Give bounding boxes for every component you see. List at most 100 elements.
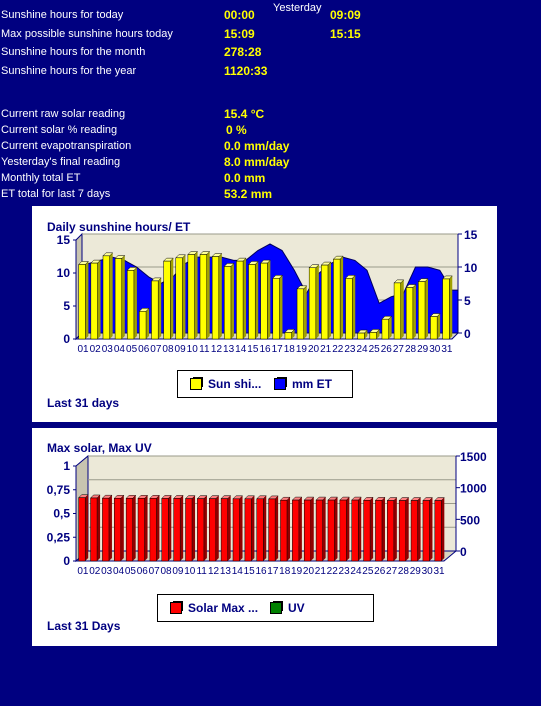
x-tick: 22 bbox=[327, 566, 339, 577]
solar-bar bbox=[161, 498, 169, 562]
reading-value: 0 % bbox=[226, 123, 247, 137]
x-tick: 28 bbox=[405, 344, 417, 355]
x-tick: 22 bbox=[332, 344, 344, 355]
x-tick: 11 bbox=[196, 566, 207, 577]
chart-title: Daily sunshine hours/ ET bbox=[47, 220, 191, 234]
solar-bar-side bbox=[156, 495, 160, 561]
sunshine-chart-panel: Daily sunshine hours/ ET 0 5 10 15 0 5 10 15 01 0… bbox=[32, 206, 497, 422]
solar-bar-side bbox=[346, 497, 350, 561]
sun-bar bbox=[430, 316, 438, 340]
legend-item-solar: Solar Max ... bbox=[170, 601, 258, 615]
sun-bar-side bbox=[352, 275, 356, 339]
solar-bar bbox=[410, 500, 418, 562]
sun-bar-side bbox=[267, 260, 271, 339]
sun-bar-side bbox=[109, 252, 113, 339]
stat-value: 1120:33 bbox=[224, 64, 268, 78]
solar-bar bbox=[197, 498, 205, 562]
x-tick: 23 bbox=[339, 566, 351, 577]
stat-label: Sunshine hours for today bbox=[1, 9, 124, 21]
solar-bar-side bbox=[405, 497, 409, 561]
chart-footer: Last 31 days bbox=[47, 396, 120, 410]
x-tick: 11 bbox=[199, 344, 210, 355]
x-tick: 14 bbox=[235, 344, 247, 355]
sun-bar bbox=[211, 256, 220, 340]
sun-bar bbox=[224, 266, 232, 340]
legend-item-et: mm ET bbox=[274, 377, 332, 391]
x-tick: 06 bbox=[138, 344, 150, 355]
legend-swatch-blue bbox=[274, 378, 286, 390]
solar-bar-side bbox=[263, 495, 267, 561]
x-tick: 10 bbox=[187, 344, 199, 355]
solar-bar-side bbox=[298, 497, 302, 561]
x-tick: 12 bbox=[208, 566, 220, 577]
x-tick: 24 bbox=[350, 566, 362, 577]
solar-bar bbox=[102, 497, 110, 562]
x-tick: 20 bbox=[303, 566, 315, 577]
solar-bar bbox=[375, 500, 383, 562]
solar-bar bbox=[244, 498, 252, 562]
solar-bar-side bbox=[381, 497, 385, 561]
reading-value: 15.4 °C bbox=[224, 107, 265, 121]
x-tick: 17 bbox=[272, 344, 284, 355]
x-tick: 17 bbox=[267, 566, 279, 577]
solar-bar-side bbox=[108, 495, 112, 561]
solar-bar-side bbox=[203, 495, 207, 561]
x-tick: 02 bbox=[90, 344, 102, 355]
sun-bar bbox=[236, 260, 244, 340]
y-left-tick: 0,75 bbox=[47, 483, 71, 497]
x-tick: 16 bbox=[255, 566, 267, 577]
x-tick: 10 bbox=[184, 566, 196, 577]
solar-bar bbox=[292, 499, 300, 562]
stat-value-yesterday: 09:09 bbox=[330, 8, 361, 22]
solar-bar bbox=[422, 500, 430, 562]
x-tick: 05 bbox=[125, 566, 137, 577]
stat-value: 15:09 bbox=[224, 27, 255, 41]
y-right-tick: 1500 bbox=[460, 450, 487, 464]
sun-bar-side bbox=[194, 251, 198, 339]
sun-bar bbox=[139, 311, 147, 340]
yesterday-label: Yesterday bbox=[273, 2, 322, 14]
x-tick: 05 bbox=[126, 344, 138, 355]
x-tick: 03 bbox=[102, 344, 114, 355]
sun-bar-side bbox=[412, 284, 416, 339]
x-tick: 01 bbox=[78, 344, 90, 355]
sun-bar-side bbox=[340, 256, 344, 339]
solar-bar-side bbox=[251, 495, 255, 561]
y-left-tick: 5 bbox=[63, 299, 70, 313]
reading-label: Yesterday's final reading bbox=[1, 156, 121, 168]
solar-bar bbox=[173, 498, 181, 562]
legend-item-uv: UV bbox=[270, 601, 305, 615]
x-tick: 14 bbox=[232, 566, 244, 577]
x-tick: 09 bbox=[175, 344, 187, 355]
y-left-tick: 0,25 bbox=[47, 530, 71, 544]
x-tick: 18 bbox=[284, 344, 296, 355]
x-tick: 15 bbox=[244, 566, 256, 577]
solar-bar bbox=[232, 498, 240, 562]
solar-bar bbox=[256, 498, 264, 562]
sun-bar bbox=[321, 264, 329, 340]
x-tick: 04 bbox=[113, 566, 125, 577]
stat-label: Sunshine hours for the year bbox=[1, 65, 137, 77]
solar-bar bbox=[78, 497, 86, 562]
solar-chart-panel: Max solar, Max UV 0 0,25 0,5 0,75 1 0 500 1000 1… bbox=[32, 428, 497, 646]
sun-bar-side bbox=[85, 261, 89, 339]
stat-label: Max possible sunshine hours today bbox=[1, 28, 173, 40]
x-tick: 15 bbox=[247, 344, 259, 355]
x-tick: 21 bbox=[315, 566, 327, 577]
sun-bar bbox=[126, 270, 135, 340]
x-tick: 21 bbox=[320, 344, 332, 355]
sun-bar bbox=[308, 267, 317, 340]
y-left-tick: 10 bbox=[57, 266, 71, 280]
sun-bar bbox=[187, 254, 195, 340]
legend-label: Solar Max ... bbox=[188, 601, 259, 615]
y-left-tick: 0 bbox=[63, 332, 70, 346]
solar-bar-side bbox=[441, 497, 445, 561]
sun-bar-side bbox=[303, 285, 307, 339]
solar-bar-side bbox=[239, 495, 243, 561]
y-left-tick: 15 bbox=[57, 233, 71, 247]
sun-bar-side bbox=[133, 267, 137, 339]
x-tick: 02 bbox=[89, 566, 101, 577]
sun-bar-side bbox=[97, 260, 101, 339]
sun-bar-side bbox=[364, 330, 368, 339]
x-tick: 25 bbox=[362, 566, 374, 577]
